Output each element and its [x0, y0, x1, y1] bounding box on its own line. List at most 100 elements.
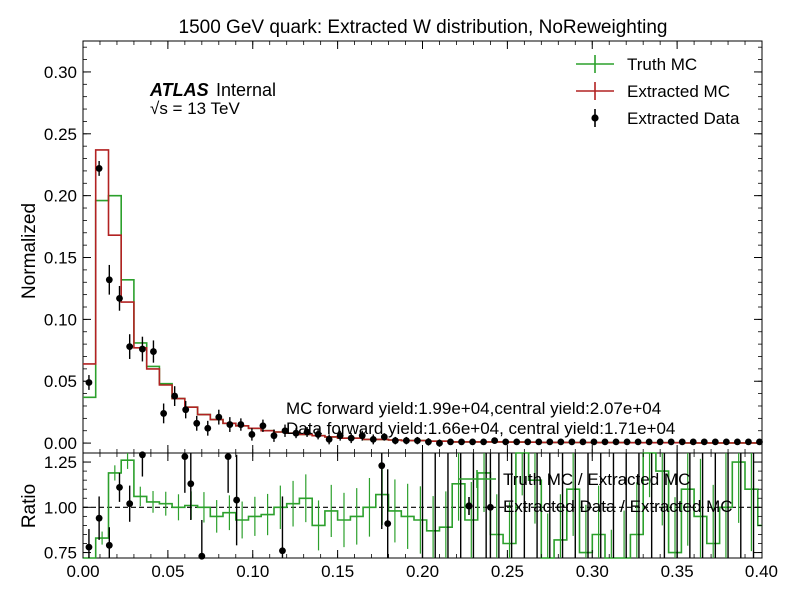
ratio-legend: Truth MC / Extracted MC Extracted Data /… — [458, 470, 733, 516]
ratio-panel: 0.75 1.00 1.25 0.00 0.05 0.10 0.15 0.20 0.25 0.3… — [19, 451, 778, 581]
x-tick-label: 0.35 — [661, 562, 694, 581]
data-point — [711, 438, 719, 446]
x-tick-label: 0.20 — [406, 562, 439, 581]
data-ratio-point — [126, 500, 134, 508]
main-y-axis-title: Normalized — [19, 203, 40, 299]
data-point — [369, 435, 377, 443]
ratio-legend-data-marker — [465, 502, 473, 510]
ratio-y-tick-label: 1.25 — [44, 453, 77, 472]
legend-extracted-mc-label: Extracted MC — [627, 82, 730, 101]
data-point — [612, 438, 620, 446]
chart-title: 1500 GeV quark: Extracted W distribution… — [179, 17, 668, 38]
x-tick-label: 0.30 — [576, 562, 609, 581]
data-point — [237, 421, 245, 428]
data-ratio-point — [279, 547, 286, 555]
data-point — [303, 428, 311, 436]
main-y-tick-label: 0.05 — [44, 372, 77, 391]
main-y-tick-label: 0.10 — [44, 310, 77, 329]
data-ratio-point — [224, 453, 232, 461]
data-point — [160, 410, 168, 417]
data-point — [171, 392, 179, 400]
atlas-label-text: ATLAS — [149, 80, 209, 100]
data-ratio-point — [116, 483, 123, 491]
ratio-legend-data-label: Extracted Data / Extracted MC — [503, 497, 733, 516]
data-point — [502, 438, 510, 446]
data-ratio-point — [139, 451, 146, 459]
ratio-y-tick-label: 1.00 — [44, 498, 77, 517]
main-y-tick-label: 0.20 — [44, 187, 77, 206]
data-point — [150, 348, 157, 355]
data-point — [425, 438, 432, 446]
main-y-tick-label: 0.00 — [44, 434, 77, 453]
atlas-label: ATLAS Internal √s = 13 TeV — [149, 80, 276, 118]
atlas-status-text: Internal — [216, 80, 276, 100]
data-point — [722, 438, 730, 446]
data-point — [380, 433, 388, 441]
x-tick-label: 0.10 — [236, 562, 269, 581]
data-point — [513, 438, 521, 446]
data-point — [756, 438, 763, 446]
data-point — [270, 432, 278, 440]
truth-ratio-histogram — [83, 452, 762, 559]
data-point — [281, 427, 289, 435]
data-point — [116, 294, 123, 302]
data-point — [656, 438, 664, 446]
data-point — [85, 379, 93, 386]
data-point — [733, 438, 741, 446]
data-point — [325, 435, 333, 443]
data-point — [590, 438, 598, 446]
data-point — [480, 438, 488, 446]
data-point — [667, 438, 675, 446]
data-point — [314, 431, 322, 438]
data-point — [193, 419, 201, 427]
data-point — [535, 438, 543, 446]
x-tick-label: 0.40 — [745, 562, 778, 581]
legend-extracted-data-label: Extracted Data — [627, 109, 740, 128]
data-point — [204, 424, 212, 432]
energy-label: √s = 13 TeV — [150, 99, 240, 118]
ratio-y-axis-title: Ratio — [19, 484, 40, 528]
data-ratio-point — [85, 543, 93, 551]
data-point — [745, 438, 752, 446]
main-legend: Truth MC Extracted MC Extracted Data — [576, 55, 740, 128]
main-y-tick-label: 0.30 — [44, 63, 77, 82]
data-point — [568, 438, 576, 446]
x-tick-label: 0.05 — [151, 562, 184, 581]
data-point — [358, 432, 366, 440]
data-point — [678, 438, 686, 446]
main-y-tick-label: 0.25 — [44, 125, 77, 144]
data-point — [689, 438, 697, 446]
data-point — [391, 437, 399, 445]
data-point — [182, 406, 190, 414]
main-panel: 0.000.050.100.150.200.250.30 Normalized … — [19, 40, 763, 454]
data-point — [491, 437, 499, 445]
data-point — [139, 345, 146, 353]
data-point — [579, 438, 587, 446]
data-point — [623, 438, 631, 446]
mc-yield-annotation: MC forward yield:1.99e+04,central yield:… — [286, 399, 661, 418]
x-tick-label: 0.00 — [66, 562, 99, 581]
data-point — [601, 438, 609, 446]
data-point — [546, 438, 554, 446]
data-point — [645, 438, 653, 446]
x-tick-label: 0.15 — [321, 562, 354, 581]
ratio-legend-truth-label: Truth MC / Extracted MC — [503, 470, 690, 489]
data-point — [634, 438, 642, 446]
data-ratio-point — [384, 520, 392, 528]
data-point — [105, 276, 113, 284]
data-point — [259, 422, 267, 430]
data-point — [524, 438, 532, 446]
data-point — [458, 438, 465, 446]
data-point — [414, 437, 421, 445]
data-ratio-point — [95, 514, 103, 522]
data-ratio-point — [105, 541, 113, 549]
data-point — [447, 438, 454, 446]
data-ratio-point — [233, 496, 241, 504]
data-point — [700, 438, 708, 446]
data-ratio-point — [187, 480, 195, 488]
data-ratio-point — [378, 462, 386, 470]
data-point — [215, 413, 223, 421]
ratio-y-tick-label: 0.75 — [44, 544, 77, 563]
data-point — [226, 421, 234, 428]
